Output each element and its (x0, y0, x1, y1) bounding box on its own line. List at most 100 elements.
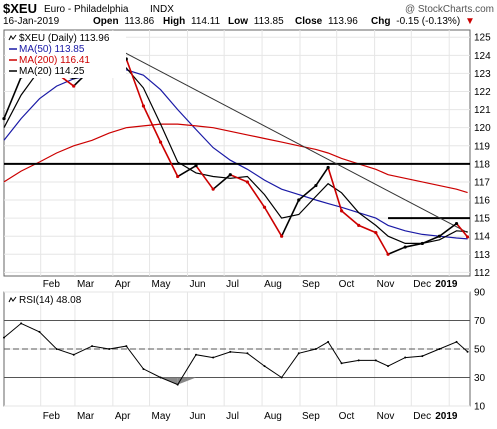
rsi-point (72, 353, 75, 356)
price-x-tick-label: Sep (302, 279, 320, 290)
price-point (297, 198, 301, 202)
rsi-panel: 10 30 50 70 90 RSI(14) 48.08 (3, 288, 486, 413)
price-point (326, 165, 330, 170)
price-segment (177, 164, 197, 178)
price-segment (341, 210, 360, 226)
high-value: 114.11 (191, 16, 221, 27)
price-point (141, 104, 146, 108)
price-legend-icon (8, 34, 17, 41)
price-point (158, 140, 163, 144)
rsi-x-tick-label: Jul (226, 411, 239, 422)
price-y-tick-label: 124 (474, 51, 491, 62)
legend-price-label: $XEU (Daily) 113.96 (19, 33, 110, 44)
price-point (465, 235, 470, 239)
price-segment (298, 184, 317, 201)
price-segment (229, 173, 248, 183)
price-point (228, 173, 232, 177)
price-segment (327, 167, 343, 212)
price-point (437, 234, 442, 238)
rsi-x-tick-label: May (152, 411, 171, 422)
price-segment (263, 206, 283, 237)
rsi-point (438, 348, 441, 350)
rsi-point (421, 355, 424, 358)
price-y-tick-label: 113 (474, 250, 490, 261)
price-segment (195, 165, 214, 190)
rsi-point (212, 356, 215, 359)
price-y-tick-label: 121 (474, 105, 491, 116)
rsi-x-tick-label: Dec (413, 411, 431, 422)
rsi-point (404, 356, 407, 359)
price-segment (315, 167, 329, 187)
rsi-point (340, 362, 343, 365)
price-y-tick-label: 119 (474, 141, 490, 152)
price-point (2, 117, 6, 121)
low-label: Low (228, 16, 248, 27)
rsi-x-axis: Feb Mar Apr May Jun Jul Aug Sep Oct Nov Dec 2019 (43, 411, 458, 422)
rsi-point (55, 348, 58, 350)
chg-value: -0.15 (-0.13%) (396, 16, 460, 27)
legend-ma50: MA(50) 113.85 (9, 44, 85, 55)
price-y-tick-label: 112 (474, 268, 490, 279)
rsi-x-tick-label: Mar (77, 411, 95, 422)
legend-ma200-label: MA(200) 116.41 (19, 55, 90, 66)
price-segment (421, 235, 440, 245)
price-point (374, 230, 378, 235)
price-segment (3, 76, 22, 119)
price-y-tick-label: 115 (474, 214, 490, 225)
price-point (454, 221, 459, 226)
price-y-tick-label: 123 (474, 69, 491, 80)
legend-ma200: MA(200) 116.41 (9, 55, 90, 66)
price-x-tick-label: Mar (77, 279, 95, 290)
price-x-tick-label: May (152, 279, 171, 290)
ma200-line (3, 123, 468, 194)
price-x-tick-label: Apr (115, 279, 131, 290)
price-y-tick-label: 122 (474, 87, 491, 98)
rsi-x-tick-label: Aug (264, 411, 282, 422)
price-segment (212, 174, 231, 190)
price-y-tick-label: 125 (474, 33, 491, 44)
rsi-x-tick-label: Apr (115, 411, 131, 422)
price-point (339, 209, 344, 213)
rsi-point (142, 367, 145, 370)
price-point (386, 252, 390, 256)
price-point (72, 84, 76, 88)
chg-label: Chg (371, 16, 390, 27)
price-x-tick-label: 2019 (435, 279, 458, 290)
low-value: 113.85 (254, 16, 284, 27)
rsi-point (108, 348, 111, 350)
rsi-point (195, 353, 198, 356)
price-point (314, 183, 318, 188)
legend-background (6, 31, 126, 78)
price-x-tick-label: Jun (189, 279, 205, 290)
chart-symbol: $XEU (3, 1, 37, 16)
rsi-point (229, 350, 232, 353)
price-y-tick-label: 114 (474, 232, 490, 243)
rsi-point (374, 359, 377, 362)
rsi-point (20, 322, 23, 325)
rsi-point (246, 352, 249, 355)
price-x-tick-label: Feb (43, 279, 61, 290)
rsi-x-tick-label: Nov (377, 411, 395, 422)
price-y-axis: 112 113 114 115 116 117 118 119 120 121 122 123 124 1… (474, 33, 491, 279)
rsi-x-tick-label: Oct (339, 411, 355, 422)
rsi-legend-background (6, 293, 80, 305)
price-segment (387, 246, 406, 256)
chart-exchange: INDX (150, 4, 174, 15)
price-y-tick-label: 116 (474, 196, 490, 207)
rsi-point (314, 348, 317, 350)
price-segment (246, 181, 266, 208)
high-label: High (163, 16, 185, 27)
rsi-point (357, 359, 360, 362)
chart-name: Euro - Philadelphia (44, 4, 129, 15)
price-segment (280, 199, 300, 237)
price-x-tick-label: Oct (339, 279, 355, 290)
rsi-grid (4, 291, 470, 407)
price-segment (142, 105, 162, 143)
price-point (194, 164, 198, 168)
legend-ma20: MA(20) 114.25 (9, 66, 85, 77)
rsi-point (327, 340, 330, 343)
price-segment (358, 224, 377, 234)
support-lines (4, 44, 470, 234)
rsi-y-tick-label: 10 (474, 402, 486, 413)
